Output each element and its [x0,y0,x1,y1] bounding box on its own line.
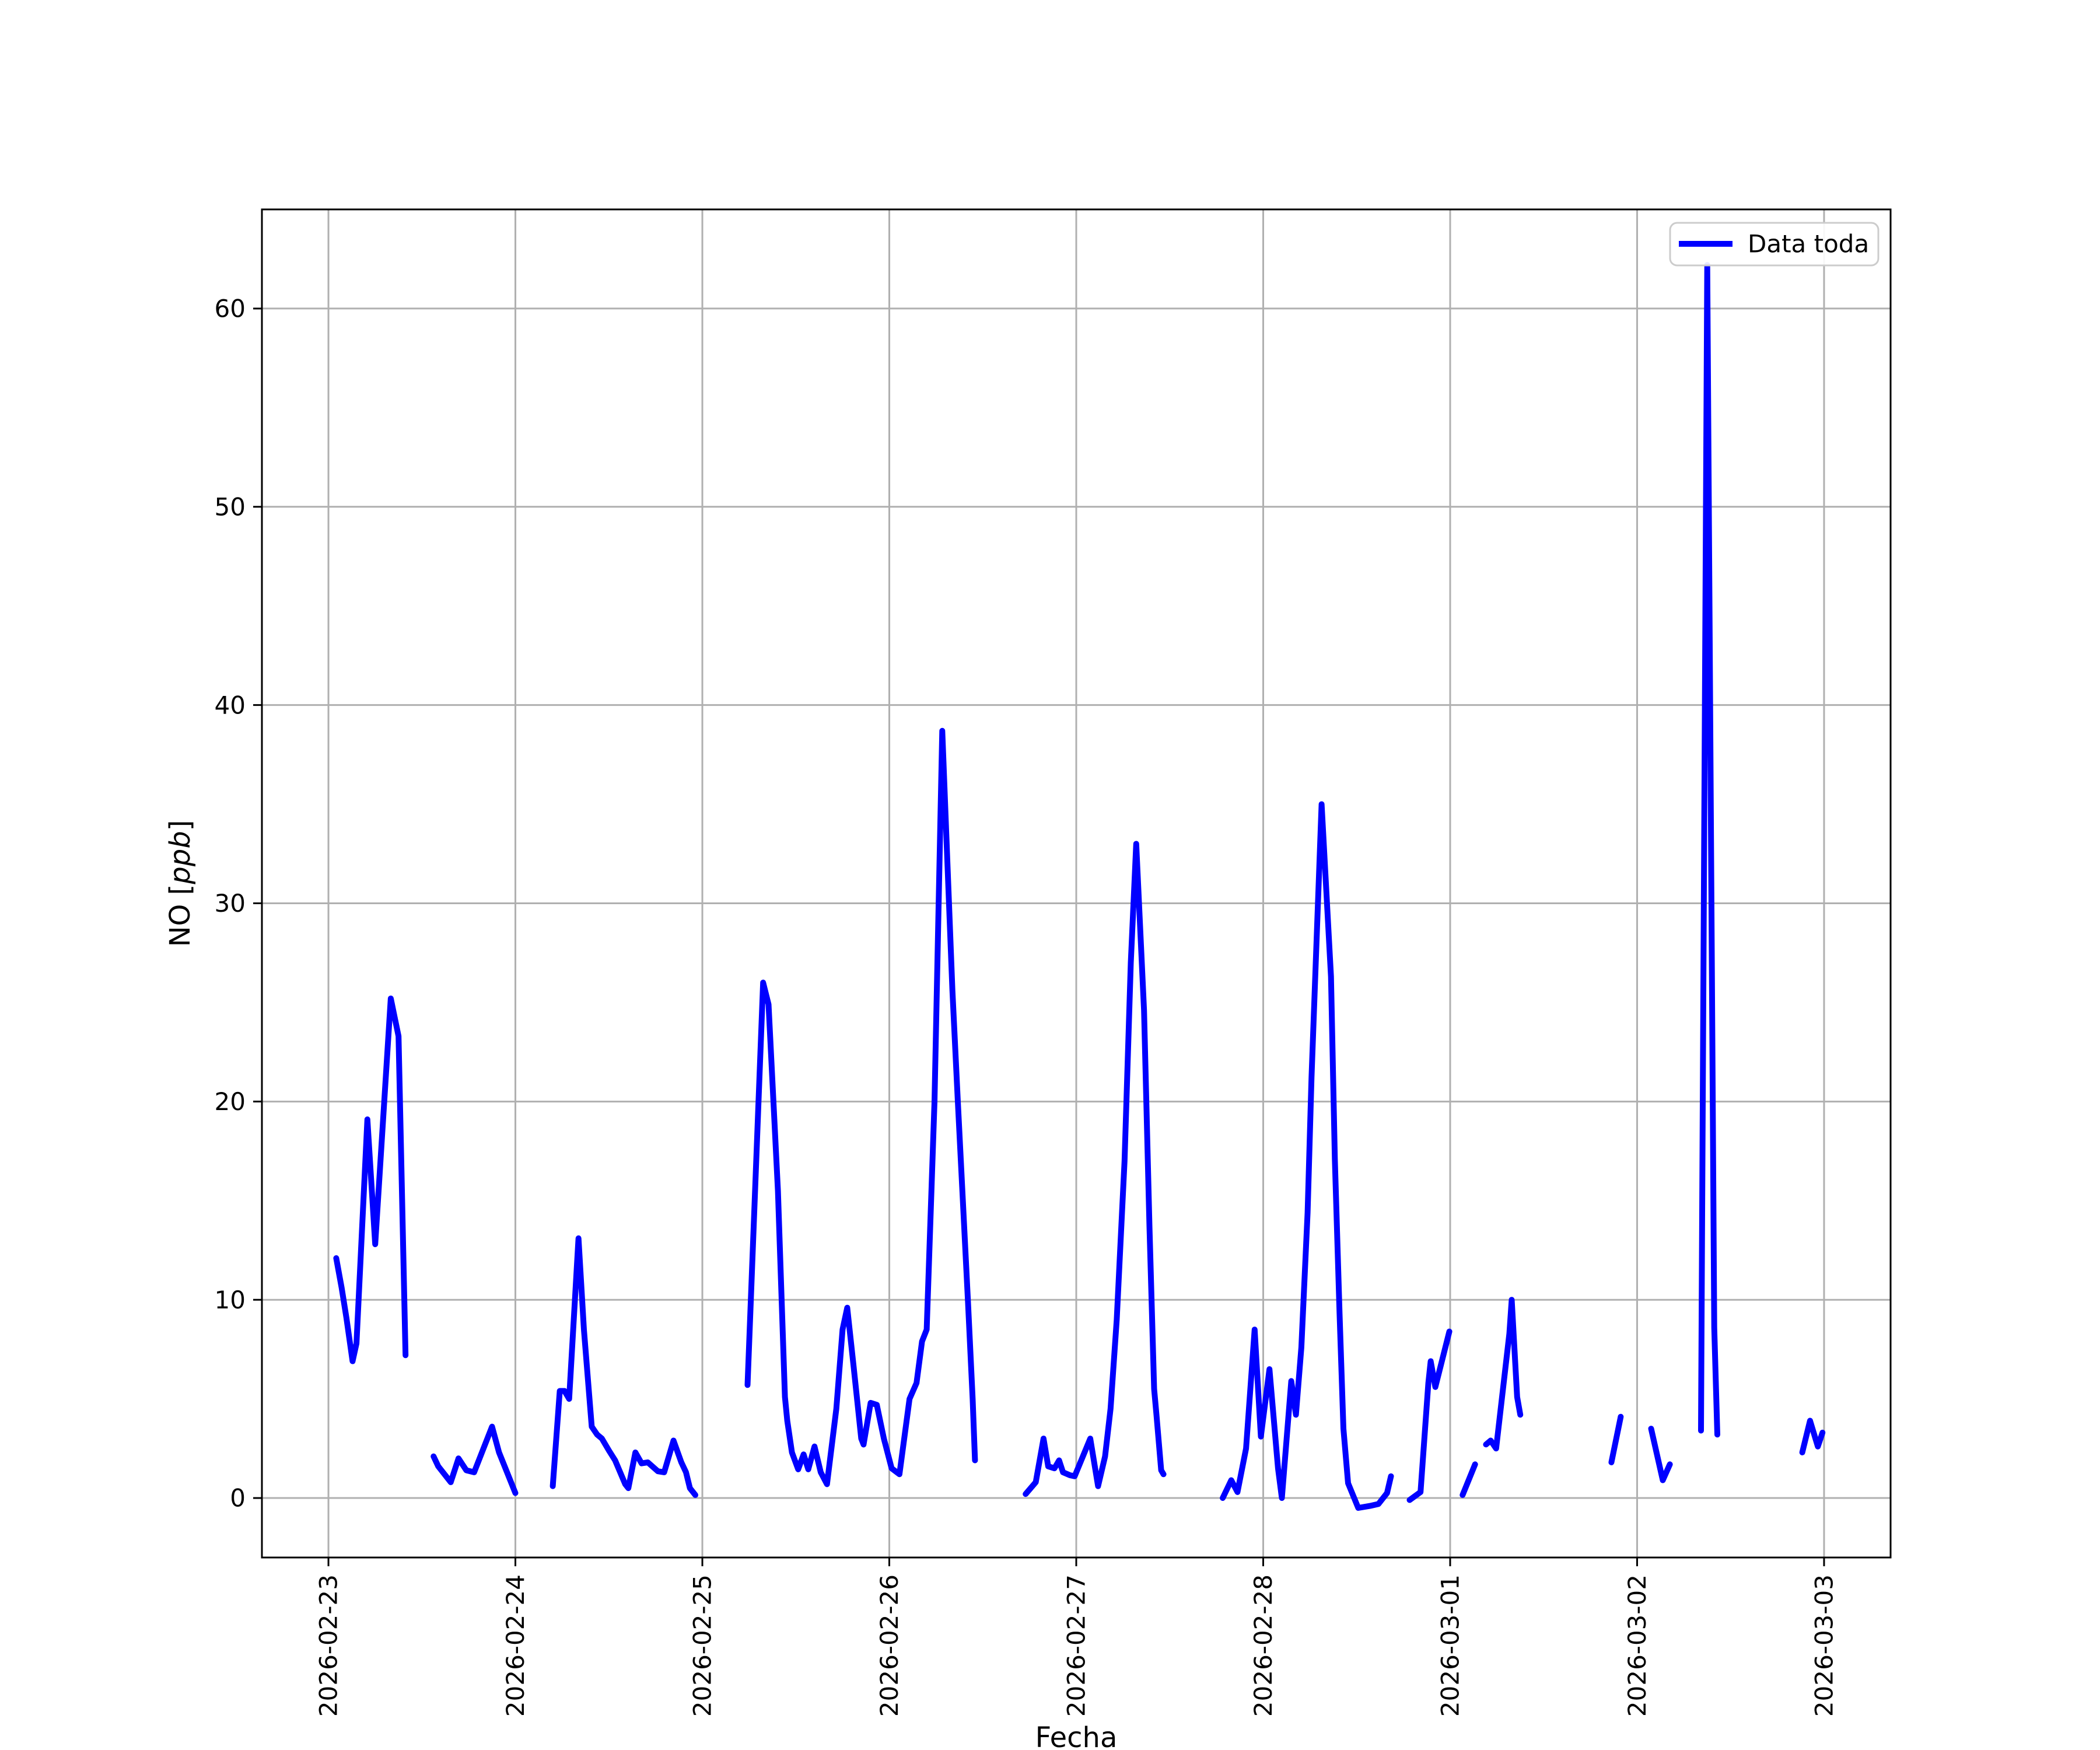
series-line-segment [1698,262,1720,1438]
legend: Data toda [1669,222,1880,267]
x-axis-label: Fecha [1035,1721,1118,1750]
x-tick-label: 2026-03-03 [1810,1574,1839,1717]
x-tick-label: 2026-02-26 [875,1574,904,1717]
x-tick-label: 2026-03-01 [1436,1574,1465,1717]
gridlines [262,209,1891,1558]
y-tick-label: 40 [215,691,246,719]
series-line-segment [1483,1297,1524,1452]
y-tick-label: 0 [230,1484,246,1513]
series-line-segment [744,727,978,1488]
axis-ticks: 0 10 20 30 40 50 60 2026-02-23 2026-02-24 2026-02… [215,295,1839,1717]
x-tick-label: 2026-03-02 [1623,1574,1651,1717]
series-line-segment [550,1235,698,1498]
series-line-segment [430,1423,519,1496]
x-tick-label: 2026-02-28 [1249,1574,1278,1717]
y-axis-label-prefix: NO [ [164,884,197,947]
series-line-segment [1648,1426,1673,1483]
data-series [333,262,1826,1511]
y-tick-label: 10 [215,1286,246,1314]
y-tick-label: 20 [215,1087,246,1116]
series-line-segment [1799,1418,1826,1455]
legend-box [1669,222,1880,267]
y-tick-label: 60 [215,295,246,323]
legend-label: Data toda [1748,230,1869,258]
series-line-segment [333,995,409,1364]
y-axis-label-unit: ppb [164,831,197,884]
series-line-segment [1460,1461,1478,1498]
y-tick-label: 30 [215,889,246,918]
x-tick-label: 2026-02-23 [314,1574,343,1717]
y-axis-label: NO [ppb] [164,820,197,947]
series-line-segment [1220,801,1394,1511]
y-axis-label-suffix: ] [164,820,197,831]
series-line-segment [1608,1413,1624,1465]
series-line-segment [1406,1328,1452,1503]
y-tick-label: 50 [215,492,246,521]
x-tick-label: 2026-02-25 [688,1574,717,1717]
series-line-segment [1023,841,1167,1497]
x-tick-label: 2026-02-27 [1062,1574,1091,1717]
x-tick-label: 2026-02-24 [501,1574,530,1717]
